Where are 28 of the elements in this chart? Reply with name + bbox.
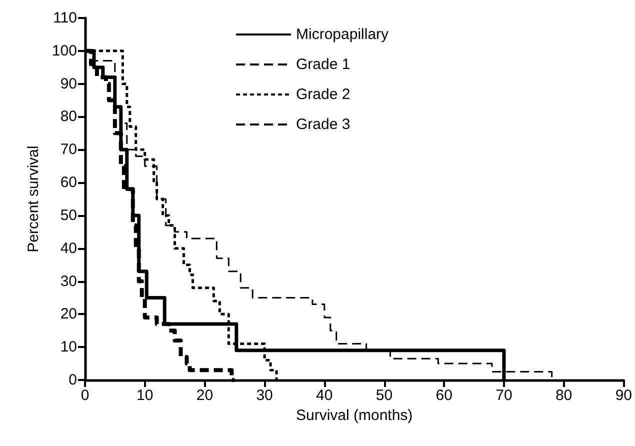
x-tick-label: 10 <box>136 387 154 404</box>
y-tick-label: 30 <box>60 272 77 290</box>
x-tick-label: 0 <box>80 387 90 404</box>
x-tick-label: 50 <box>376 387 393 404</box>
x-tick-label: 80 <box>555 387 572 404</box>
y-tick-label: 80 <box>60 108 77 126</box>
y-tick-label: 0 <box>68 372 77 388</box>
x-axis-title: Survival (months) <box>296 406 413 424</box>
y-tick-label: 40 <box>60 240 77 257</box>
x-tick-label: 40 <box>316 387 333 404</box>
legend-label: Grade 1 <box>296 56 350 73</box>
x-tick-label: 90 <box>615 387 632 404</box>
y-tick-label: 90 <box>60 75 77 92</box>
y-tick-label: 110 <box>53 10 77 26</box>
y-tick-label: 10 <box>60 338 77 356</box>
y-tick-label: 60 <box>60 174 77 192</box>
y-tick-label: 50 <box>60 206 77 224</box>
x-tick-label: 70 <box>496 387 512 404</box>
x-tick-label: 60 <box>436 387 452 404</box>
x-tick-label: 20 <box>196 387 214 404</box>
legend-label: Grade 2 <box>296 86 350 103</box>
x-tick-label: 30 <box>256 387 273 404</box>
legend-label: Micropapillary <box>296 26 390 43</box>
y-tick-label: 70 <box>60 141 77 158</box>
y-axis-title: Percent survival <box>25 146 42 252</box>
legend-label: Grade 3 <box>296 116 350 133</box>
y-tick-label: 100 <box>52 42 77 60</box>
y-tick-label: 20 <box>60 306 77 323</box>
